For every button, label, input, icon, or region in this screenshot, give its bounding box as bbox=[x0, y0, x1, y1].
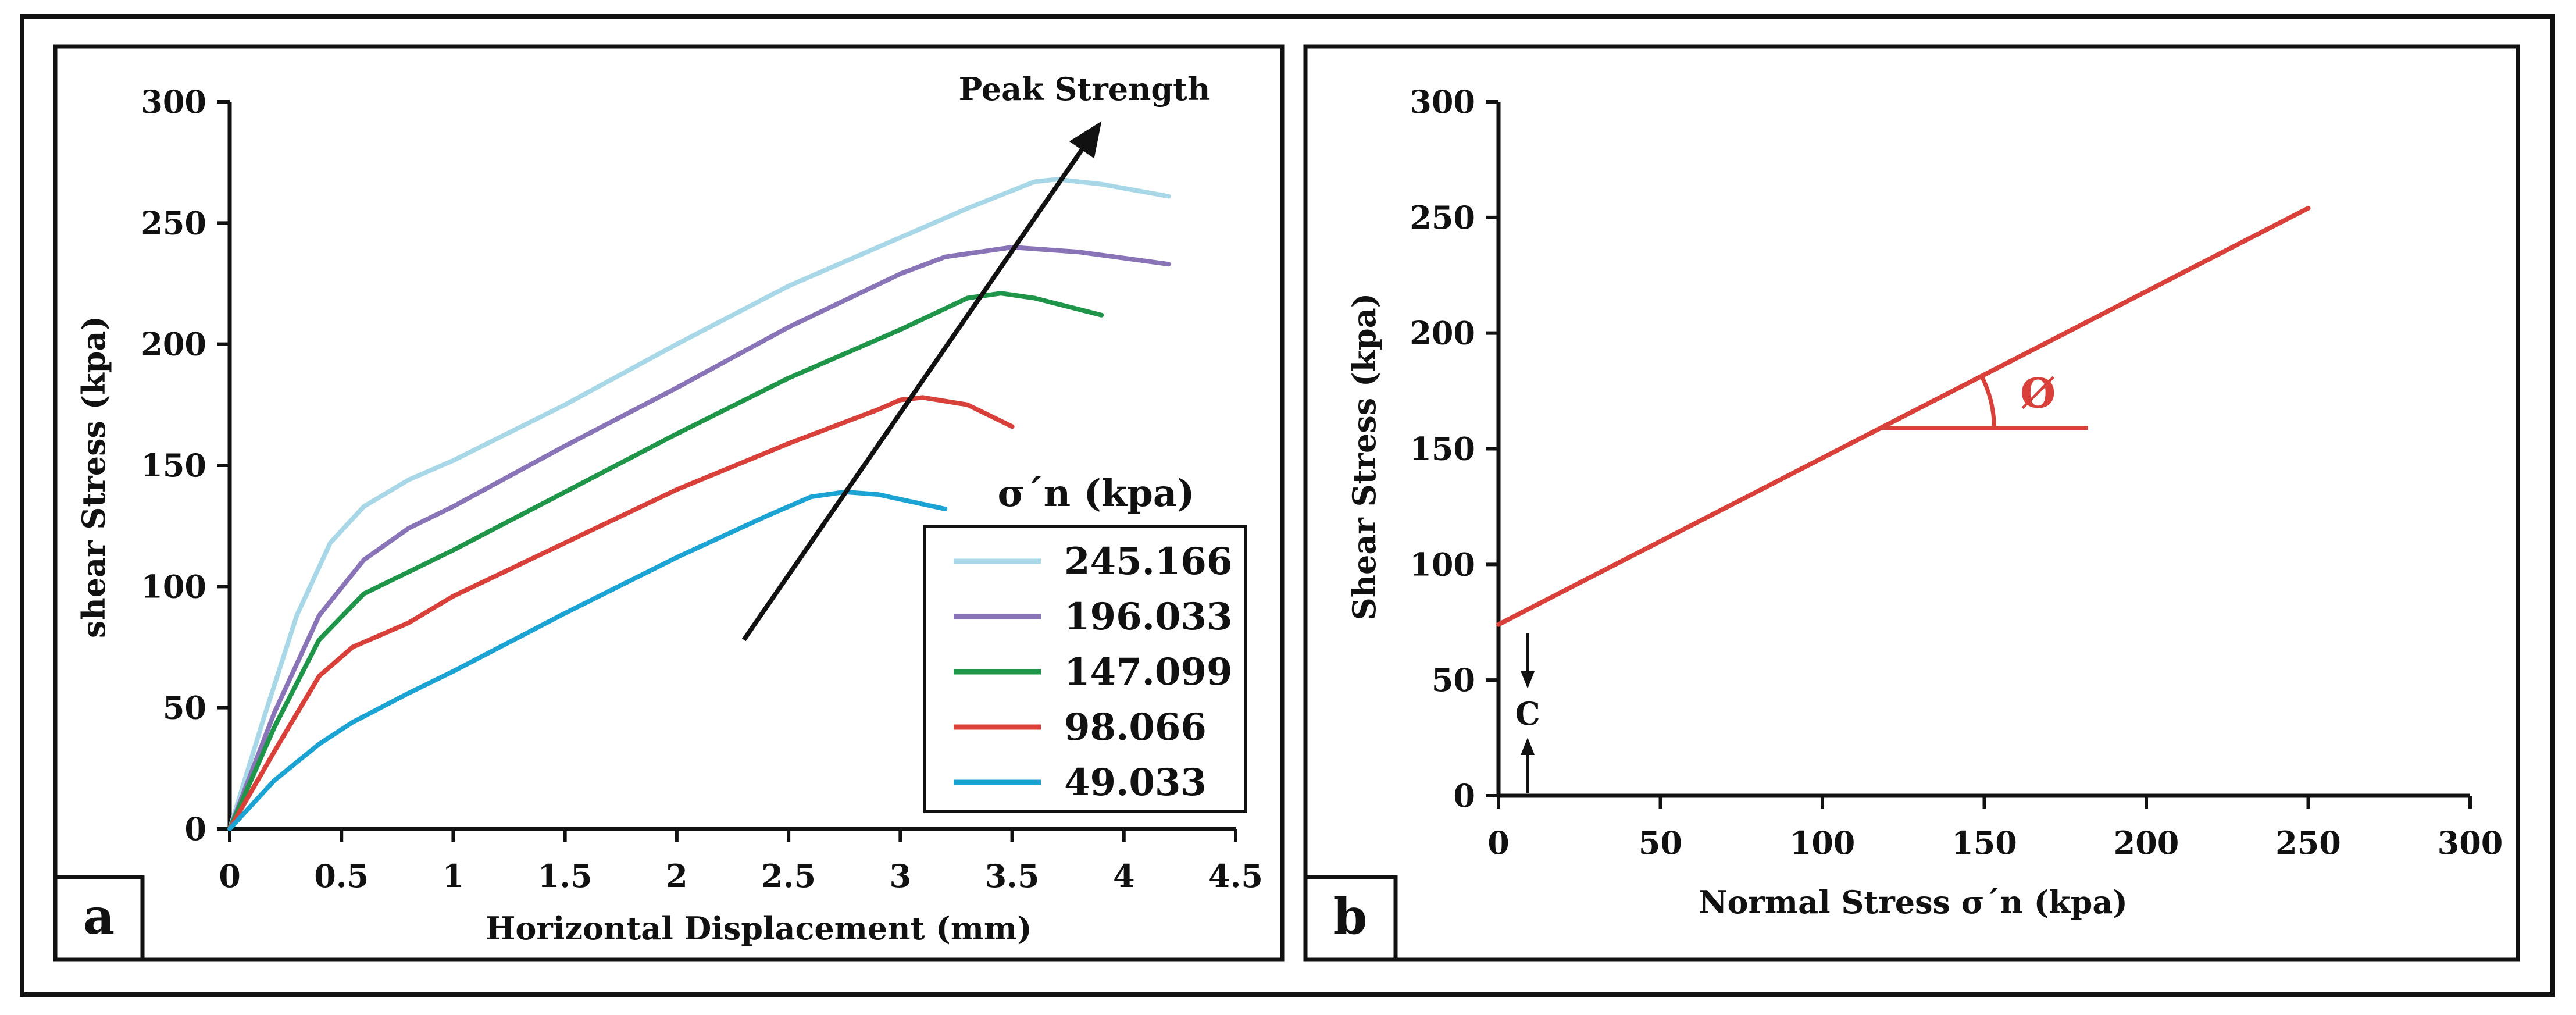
outer-frame bbox=[20, 14, 2555, 997]
panel-b: b 0 50 100 150 200 250 300 0 50 100 150 200 250 300 Ø… bbox=[1303, 44, 2520, 962]
y-tick-label: 200 bbox=[141, 326, 206, 363]
panel-b-xlabel: Normal Stress σ´n (kpa) bbox=[1699, 884, 2128, 921]
x-tick-label: 4 bbox=[1113, 857, 1135, 895]
y-tick-label: 50 bbox=[1432, 661, 1475, 699]
x-tick-label: 0 bbox=[1487, 824, 1510, 861]
y-tick-label: 100 bbox=[1410, 546, 1475, 583]
y-tick-label: 250 bbox=[1410, 199, 1475, 236]
y-tick-label: 300 bbox=[141, 83, 206, 120]
peak-strength-label: Peak Strength bbox=[959, 70, 1211, 108]
peak-strength-arrowhead bbox=[1069, 121, 1102, 159]
x-tick-label: 0 bbox=[219, 857, 241, 895]
panel-b-frame bbox=[1303, 44, 2520, 962]
y-tick-label: 150 bbox=[1410, 430, 1475, 468]
x-tick-label: 2 bbox=[666, 857, 688, 895]
y-tick-label: 200 bbox=[1410, 315, 1475, 352]
legend-box bbox=[923, 525, 1247, 813]
peak-strength-arrow bbox=[741, 138, 1090, 642]
series-line-147.099 bbox=[227, 291, 1104, 831]
x-tick-label: 3 bbox=[890, 857, 912, 895]
y-tick-label: 100 bbox=[141, 568, 206, 605]
legend-entries: 245.166 196.033 147.099 98.066 49.033 bbox=[954, 540, 1232, 804]
legend-label: 98.066 bbox=[1064, 706, 1207, 749]
panel-a-frame bbox=[53, 44, 1285, 962]
panel-a-xlabel: Horizontal Displacement (mm) bbox=[486, 910, 1032, 947]
x-tick-label: 100 bbox=[1790, 824, 1856, 861]
failure-envelope-line bbox=[1496, 205, 2311, 627]
legend-label: 196.033 bbox=[1064, 595, 1232, 639]
x-tick-label: 4.5 bbox=[1208, 857, 1263, 895]
y-tick-label: 0 bbox=[184, 810, 206, 847]
legend-title: σ´n (kpa) bbox=[997, 472, 1194, 515]
x-tick-label: 250 bbox=[2275, 824, 2341, 861]
panel-b-tag-box bbox=[1303, 875, 1398, 962]
y-tick-label: 300 bbox=[1410, 83, 1475, 120]
x-tick-label: 200 bbox=[2114, 824, 2179, 861]
x-tick-label: 150 bbox=[1951, 824, 2017, 861]
x-tick-label: 300 bbox=[2438, 824, 2503, 861]
y-tick-label: 0 bbox=[1453, 777, 1475, 814]
legend-label: 147.099 bbox=[1064, 650, 1232, 694]
panel-a-axes: 0 0.5 1 1.5 2 2.5 3 3.5 4 4.5 0 50 100 150 200 250 300 bbox=[141, 83, 1263, 895]
panel-a-tag-box bbox=[53, 875, 145, 962]
series-line-98.066 bbox=[227, 395, 1015, 831]
friction-angle-label: Ø bbox=[2020, 369, 2056, 418]
series-line-196.033 bbox=[227, 245, 1171, 831]
panel-a-tag: a bbox=[83, 888, 115, 945]
panel-b-ylabel: Shear Stress (kpa) bbox=[1346, 293, 1383, 620]
panel-b-series bbox=[1496, 205, 2311, 627]
x-tick-label: 50 bbox=[1639, 824, 1682, 861]
series-line-245.166 bbox=[227, 177, 1171, 831]
x-tick-label: 1.5 bbox=[538, 857, 593, 895]
x-tick-label: 0.5 bbox=[314, 857, 369, 895]
friction-angle-arc bbox=[1979, 375, 1996, 428]
cohesion-arrowhead-bottom bbox=[1521, 738, 1535, 755]
x-tick-label: 2.5 bbox=[761, 857, 816, 895]
panel-b-tag: b bbox=[1333, 888, 1368, 945]
panel-a: a 0 0.5 1 1.5 2 2.5 3 3.5 4 4.5 0 50 100 150 200 250 300… bbox=[53, 44, 1285, 962]
x-tick-label: 1 bbox=[443, 857, 465, 895]
y-tick-label: 150 bbox=[141, 447, 206, 484]
cohesion-arrowhead-top bbox=[1521, 671, 1535, 689]
legend-label: 49.033 bbox=[1064, 761, 1207, 804]
legend-label: 245.166 bbox=[1064, 540, 1232, 583]
panel-b-axes: 0 50 100 150 200 250 300 0 50 100 150 200 250 300 bbox=[1410, 83, 2503, 861]
y-tick-label: 250 bbox=[141, 204, 206, 241]
y-tick-label: 50 bbox=[163, 689, 206, 726]
cohesion-label: C bbox=[1515, 695, 1540, 732]
x-tick-label: 3.5 bbox=[985, 857, 1040, 895]
panel-a-ylabel: shear Stress (kpa) bbox=[75, 316, 112, 638]
